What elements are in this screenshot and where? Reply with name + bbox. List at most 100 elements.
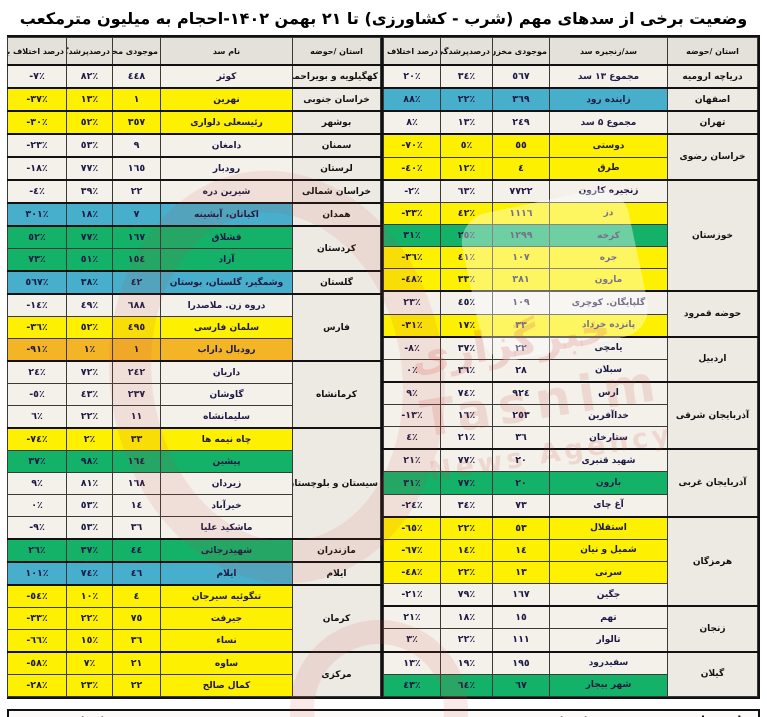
- table-row: زیردان ١٦٨ ٨١٪ ٩٪: [7, 472, 381, 495]
- diff-percent-cell: -٢٤٪: [383, 493, 441, 518]
- stock-cell-value: ٤٩٥: [127, 322, 146, 333]
- table-row: سرنی ١٣ ٢٢٪ -٤٨٪: [383, 560, 758, 585]
- stock-cell-value: ٩: [133, 140, 140, 151]
- diff-percent-cell-value: -٢١٪: [401, 589, 423, 601]
- stock-cell-value: ١٦٤: [127, 456, 146, 467]
- province-cell: خوزستان: [667, 178, 758, 292]
- province-cell: دریاچه ارومیه: [667, 63, 758, 89]
- diff-percent-cell-value: ٣٪: [406, 634, 418, 646]
- table-row: کرمان تنگوئیه سیرجان ٤ ١٠٪ -٥٤٪: [7, 584, 381, 653]
- header-row: استان /حوضه سد/زنجیره سد موجودی مخزن درصدپر…: [383, 37, 758, 66]
- diff-percent-cell: -١٨٪: [7, 156, 67, 181]
- fill-percent-cell: ٢٢٪: [440, 87, 493, 112]
- fill-percent-cell: ٢٪: [66, 427, 113, 451]
- diff-percent-cell-value: ٩٪: [31, 478, 43, 489]
- province-cell: لرستان: [292, 156, 381, 181]
- stock-cell: ٩: [112, 133, 161, 158]
- table-row: کرخه ١٢٩٩ ٢٥٪ ٣١٪: [383, 223, 758, 248]
- diff-percent-cell: -٨٪: [383, 335, 441, 360]
- table-row: مازندران شهیدرجائی ٤٤ ٣٧٪ ٢٦٪: [7, 538, 381, 563]
- stock-cell-value: ٢٨: [515, 364, 527, 376]
- stock-cell: ١٦٧: [112, 225, 161, 249]
- diff-percent-cell-value: ١٠١٪: [25, 568, 49, 579]
- province-cell: خراسان شمالی: [292, 179, 381, 204]
- province-cell: خراسان جنوبی: [292, 87, 381, 112]
- fill-percent-cell-value: ١٢٪: [457, 162, 476, 174]
- stock-cell: ٦٨٨: [112, 293, 161, 317]
- fill-percent-cell-value: ٣٤٪: [457, 499, 476, 511]
- diff-percent-cell: ٣١٪: [383, 471, 441, 495]
- fill-percent-cell-value: ٥٢٪: [80, 322, 99, 333]
- stock-cell-value: ١١: [130, 411, 143, 422]
- diff-percent-cell: -٣٣٪: [383, 201, 441, 225]
- diff-percent-cell-value: ٢٦٪: [28, 545, 46, 556]
- diff-percent-cell: -٤٠٪: [383, 156, 441, 181]
- dam-name-cell: شیرین دره: [160, 179, 293, 204]
- diff-percent-cell-value: -٢٪: [404, 185, 420, 197]
- table-row: گاوشان ٢٣٧ ٤٣٪ -٥٪: [7, 383, 381, 406]
- diff-percent-cell-value: -٣٦٪: [401, 252, 423, 264]
- stock-cell-value: ١: [133, 344, 140, 355]
- diff-percent-cell: ٢٦٪: [7, 538, 67, 563]
- table-row: هرمزگان استقلال ٥٣ ٢٢٪ -٦٥٪: [383, 515, 758, 607]
- fill-percent-cell: ٣٤٪: [440, 63, 493, 89]
- fill-percent-cell-value: ٥٣٪: [80, 500, 99, 511]
- fill-percent-cell-value: ٤٩٪: [80, 300, 99, 311]
- diff-percent-cell: ٣٧٪: [7, 450, 67, 473]
- province-cell: گیلان: [667, 650, 758, 697]
- stock-cell: ٢٢: [112, 179, 161, 204]
- fill-percent-cell-value: ١٦٪: [457, 410, 476, 422]
- fill-percent-cell-value: ٣٧٪: [80, 545, 99, 556]
- stock-cell-value: ٣٦: [130, 635, 143, 646]
- diff-percent-cell-value: ٨٪: [406, 117, 418, 129]
- legend-label: (-۷۵)٪ و کمتر: [41, 716, 105, 717]
- stock-cell-value: ١٦٧: [512, 589, 530, 601]
- province-cell: همدان: [292, 202, 381, 227]
- stock-cell: ١٦٨: [112, 472, 161, 495]
- table-row: پیشین ١٦٤ ٩٨٪ ٣٧٪: [7, 450, 381, 473]
- fill-percent-cell: ٥٪: [440, 133, 493, 158]
- diff-percent-cell-value: -٦٥٪: [401, 522, 423, 534]
- dam-name-cell: کرخه: [549, 223, 668, 248]
- stock-cell-value: ٤٤٨: [127, 71, 146, 82]
- dam-name-cell: قشلاق: [160, 225, 293, 249]
- diff-percent-cell-value: -٧٤٪: [26, 434, 48, 445]
- dam-name-cell: بارون: [549, 471, 668, 495]
- table-row: آغ چای ٧٣ ٣٤٪ -٢٤٪: [383, 493, 758, 518]
- fill-percent-cell-value: ٣٩٪: [80, 186, 99, 197]
- dam-name-cell: سرنی: [549, 560, 668, 585]
- dam-name-cell: شهید قنبری: [549, 448, 668, 473]
- fill-percent-cell: ٧٤٪: [66, 561, 113, 586]
- stock-cell-value: ٣٦: [130, 522, 143, 533]
- fill-percent-cell: ٧٧٪: [66, 156, 113, 181]
- province-cell: تهران: [667, 110, 758, 135]
- stock-cell: ١١١: [492, 628, 550, 653]
- stock-cell: ١٦٤: [112, 450, 161, 473]
- diff-percent-cell: ٩٪: [383, 380, 441, 406]
- column-header: درصد اختلاف با سال قبل: [7, 37, 67, 66]
- table-row: زنجان تهم ١٥ ١٨٪ ٢١٪: [383, 605, 758, 653]
- fill-percent-cell-value: ٧٧٪: [80, 232, 99, 243]
- fill-percent-cell-value: ١٨٪: [457, 612, 476, 624]
- fill-percent-cell: ٢٣٪: [66, 674, 113, 697]
- diff-percent-cell: ٢٣٪: [383, 290, 441, 315]
- dam-name-cell: ستارخان: [549, 426, 668, 450]
- stock-cell-value: ١٤: [515, 544, 527, 556]
- fill-percent-cell-value: ٥٣٪: [80, 140, 99, 151]
- table-row: خراسان رضوی دوستی ٥٥ ٥٪ -٧٠٪: [383, 133, 758, 181]
- column-header: موجودی مخزن: [112, 37, 161, 66]
- stock-cell: ٢٨: [492, 358, 550, 383]
- dam-name-cell: رئیسعلی دلواری: [160, 110, 293, 135]
- fill-percent-cell: ١٣٪: [66, 87, 113, 112]
- diff-percent-cell-value: -١٤٪: [26, 300, 48, 311]
- province-cell: کرمان: [292, 584, 381, 653]
- diff-percent-cell: ٤٪: [383, 426, 441, 450]
- table-row: دریاچه ارومیه مجموع ۱۳ سد ٥٦٧ ٣٤٪ ٢٠٪: [383, 63, 758, 89]
- fill-percent-cell: ٨١٪: [66, 472, 113, 495]
- dam-name-cell: چاه نیمه ها: [160, 427, 293, 451]
- diff-percent-cell: -٢٨٪: [7, 674, 67, 697]
- dam-name-cell: پانزده خرداد: [549, 313, 668, 338]
- stock-cell: ٣٦: [112, 629, 161, 653]
